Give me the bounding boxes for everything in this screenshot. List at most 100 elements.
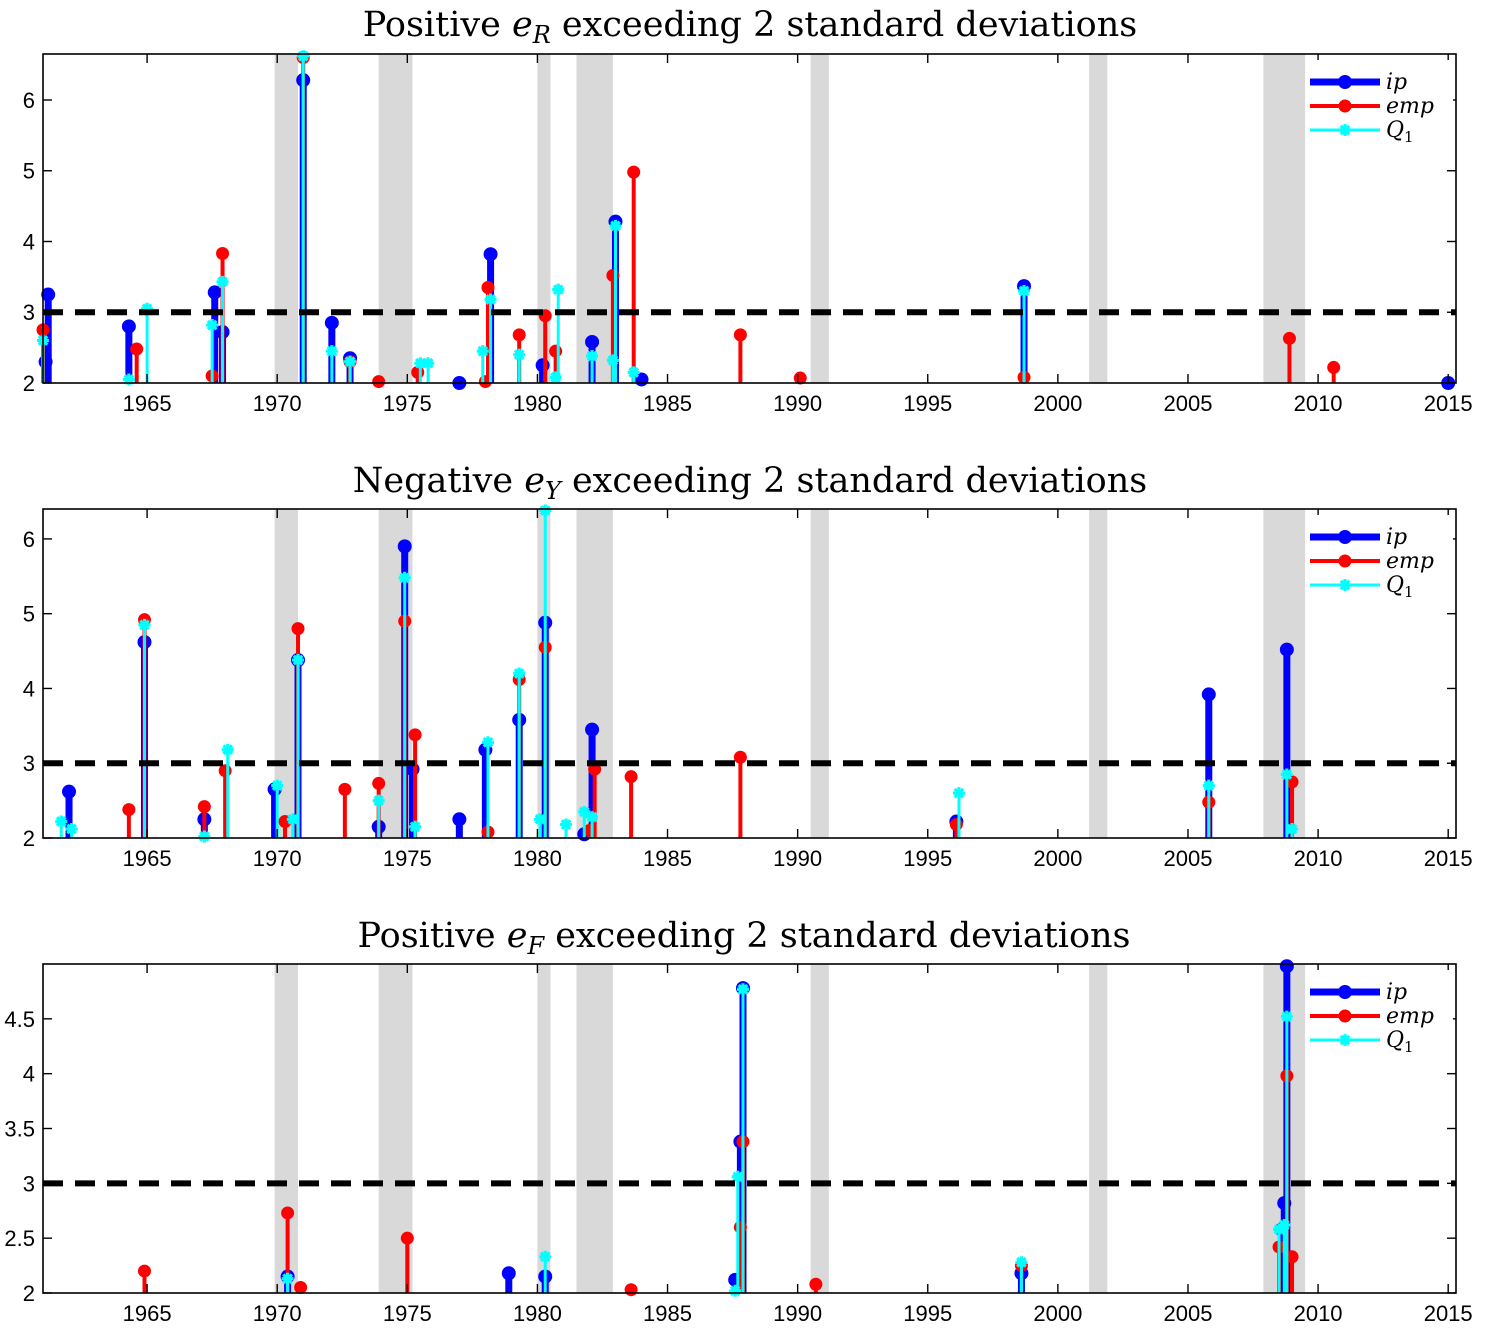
legend-marker-star [1339,1034,1351,1046]
data-point [294,1281,308,1295]
data-point [624,770,638,784]
data-point [501,1266,516,1281]
data-point-star [729,1284,742,1297]
legend-marker [1338,99,1352,113]
series-q1 [281,983,1293,1297]
panel-title: Positive eF exceeding 2 standard deviati… [357,916,1130,960]
x-tick-label: 2015 [1424,1301,1473,1326]
y-tick-label: 2 [23,826,35,851]
data-point [585,722,600,737]
legend-label-main: ip [1386,980,1407,1005]
legend-background [1306,970,1453,1056]
legend-label: Q1 [1386,1028,1414,1056]
legend-marker [1338,554,1352,568]
recession-band [537,964,551,1293]
data-point-star [281,1272,294,1285]
x-tick-label: 1985 [643,391,692,416]
data-point-star [586,811,599,824]
axes-box [42,508,1457,839]
recession-band [810,509,829,838]
data-point-star [1278,1219,1291,1232]
y-tick-label: 5 [23,159,35,184]
recession-band [537,54,551,383]
x-tick-label: 2000 [1033,846,1082,871]
data-point-star [325,345,338,358]
y-tick-label: 5 [23,602,35,627]
legend-label-main: ip [1386,525,1407,550]
y-tick-label: 3 [23,1171,35,1196]
x-tick-label: 2005 [1163,846,1212,871]
data-point [408,728,422,742]
data-point [397,539,412,554]
data-point [606,268,620,282]
x-tick-label: 2015 [1424,391,1473,416]
x-tick-label: 1970 [253,846,302,871]
x-tick-label: 1995 [903,846,952,871]
panel-negative-eY: Negative eY exceeding 2 standard deviati… [23,461,1473,871]
legend-label: emp [1386,549,1434,574]
legend-label-main: emp [1386,1004,1434,1029]
data-point [338,782,352,796]
data-point-star [422,357,435,370]
x-tick-label: 1980 [513,846,562,871]
data-point-star [534,813,547,826]
data-point [197,800,211,814]
data-point-star [539,504,552,517]
data-point [207,285,222,300]
data-point-star [513,348,526,361]
panel-title: Negative eY exceeding 2 standard deviati… [353,461,1147,505]
x-tick-label: 1975 [383,391,432,416]
recession-band [1089,54,1108,383]
x-tick-label: 1985 [643,1301,692,1326]
y-tick-label: 2 [23,1281,35,1306]
x-tick-label: 2015 [1424,846,1473,871]
data-point [62,784,77,799]
x-tick-label: 2000 [1033,1301,1082,1326]
data-point [549,344,563,358]
panel-title: Positive eR exceeding 2 standard deviati… [363,5,1137,49]
x-tick-label: 2010 [1294,1301,1343,1326]
x-tick-label: 1970 [253,391,302,416]
recession-band [378,54,413,383]
legend-label: Q1 [1386,118,1414,146]
x-tick-label: 2005 [1163,391,1212,416]
x-tick-label: 1970 [253,1301,302,1326]
data-point [1201,687,1216,702]
data-point-star [1202,779,1215,792]
legend-label: emp [1386,1004,1434,1029]
legend-label-sub: 1 [1404,1038,1414,1056]
legend-label: emp [1386,94,1434,119]
x-tick-label: 2000 [1033,391,1082,416]
stem-series [55,504,1299,843]
data-point-star [292,654,305,667]
y-tick-label: 3 [23,300,35,325]
data-point-star [141,302,154,315]
legend-label-sub: 1 [1404,128,1414,146]
data-point [1285,775,1299,789]
data-point-star [122,373,135,386]
data-point [122,803,136,817]
y-tick-label: 4.5 [4,1007,35,1032]
data-point-star [476,345,489,358]
data-point [281,1206,295,1220]
data-point-star [513,667,526,680]
data-point [372,375,386,389]
y-tick-label: 3.5 [4,1117,35,1142]
data-point-star [484,293,497,306]
data-point [137,1264,151,1278]
x-tick-label: 1990 [773,1301,822,1326]
data-point-star [609,219,622,232]
data-point [372,776,386,790]
legend-background [1306,515,1453,601]
legend-marker [1338,530,1352,544]
data-point [627,165,641,179]
data-point [733,750,747,764]
legend-label: ip [1386,980,1407,1005]
data-point-star [138,618,151,631]
data-point [1279,959,1294,974]
data-point [121,319,136,334]
y-tick-label: 4 [23,1062,35,1087]
data-point-star [736,983,749,996]
data-point [585,334,600,349]
